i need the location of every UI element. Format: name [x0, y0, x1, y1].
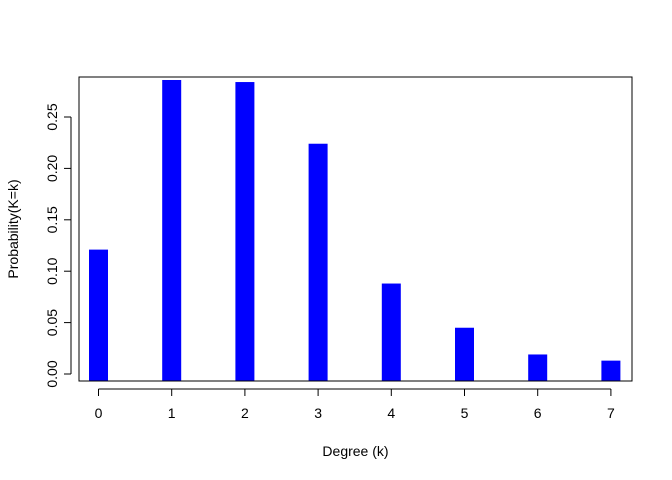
- x-tick-label: 7: [607, 405, 615, 421]
- y-tick-label: 0.20: [44, 155, 60, 182]
- x-tick-label: 3: [314, 405, 322, 421]
- x-axis: 0 1 2 3 4 5 6 7: [95, 388, 615, 421]
- bar-1: [162, 79, 182, 381]
- bars-group: [89, 79, 621, 381]
- bar-0: [89, 249, 108, 381]
- x-tick-label: 6: [534, 405, 542, 421]
- x-tick-label: 4: [387, 405, 395, 421]
- x-tick-label: 0: [95, 405, 103, 421]
- y-tick-label: 0.15: [44, 206, 60, 233]
- bar-5: [455, 327, 474, 381]
- bar-6: [528, 354, 548, 381]
- y-tick-label: 0.00: [44, 360, 60, 387]
- x-axis-label: Degree (k): [322, 443, 388, 459]
- bar-2: [235, 82, 255, 381]
- y-tick-label: 0.05: [44, 309, 60, 336]
- x-tick-label: 1: [168, 405, 176, 421]
- y-tick-label: 0.10: [44, 257, 60, 284]
- y-axis-label: Probability(K=k): [5, 179, 21, 278]
- y-tick-label: 0.25: [44, 103, 60, 130]
- y-axis: 0.00 0.05 0.10 0.15 0.20 0.25: [44, 103, 72, 388]
- x-tick-label: 2: [241, 405, 249, 421]
- x-tick-label: 5: [461, 405, 469, 421]
- bar-4: [381, 283, 401, 381]
- plot-frame: [78, 76, 633, 382]
- bar-3: [308, 143, 328, 381]
- bar-7: [601, 360, 621, 381]
